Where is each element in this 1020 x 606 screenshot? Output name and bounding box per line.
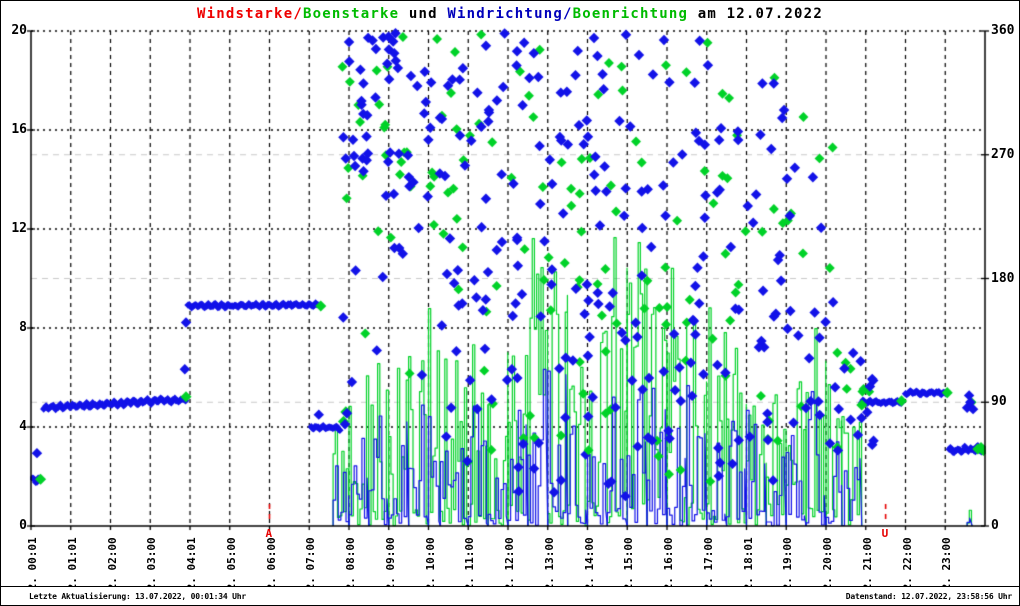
last-update-text: Letzte Aktualisierung: 13.07.2022, 00:01…	[29, 591, 246, 601]
sun-marker-A: A	[265, 527, 273, 540]
y-right-tick-180: 180	[991, 270, 1015, 286]
status-bar: Letzte Aktualisierung: 13.07.2022, 00:01…	[1, 586, 1019, 605]
y-left-tick-20: 20	[11, 23, 27, 38]
sun-marker-U: U	[881, 527, 889, 540]
y-right-tick-360: 360	[991, 23, 1015, 38]
y-right-tick-270: 270	[991, 146, 1015, 162]
y-right-tick-90: 90	[991, 394, 1007, 410]
y-left-tick-8: 8	[19, 320, 27, 335]
y-left-tick-16: 16	[11, 122, 27, 137]
data-state-text: Datenstand: 12.07.2022, 23:58:56 Uhr	[845, 591, 1012, 601]
wind-chart-canvas	[1, 1, 1019, 587]
y-right-tick-0: 0	[991, 518, 999, 533]
y-left-tick-4: 4	[19, 419, 27, 434]
y-left-tick-12: 12	[11, 221, 27, 236]
y-left-tick-0: 0	[19, 518, 27, 533]
